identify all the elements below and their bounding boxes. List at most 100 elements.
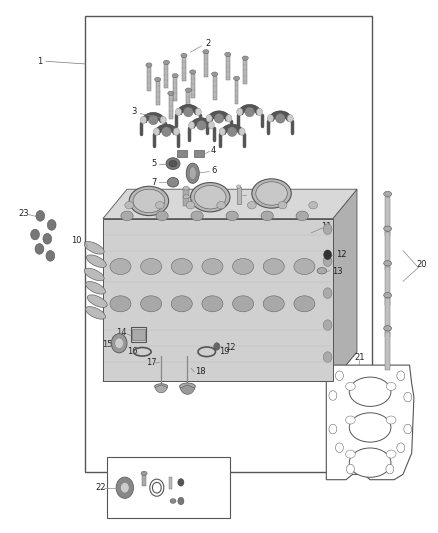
Circle shape bbox=[329, 391, 337, 400]
Ellipse shape bbox=[185, 88, 191, 92]
Bar bbox=[385, 197, 390, 236]
Ellipse shape bbox=[194, 185, 226, 209]
Ellipse shape bbox=[384, 293, 392, 298]
Circle shape bbox=[257, 108, 262, 116]
Ellipse shape bbox=[294, 296, 315, 312]
Ellipse shape bbox=[225, 52, 231, 56]
Text: 14: 14 bbox=[117, 328, 127, 337]
Ellipse shape bbox=[346, 383, 355, 390]
Text: 6: 6 bbox=[211, 166, 216, 175]
Circle shape bbox=[336, 443, 343, 453]
Circle shape bbox=[35, 244, 44, 254]
Circle shape bbox=[160, 116, 166, 124]
Circle shape bbox=[323, 320, 332, 330]
Ellipse shape bbox=[171, 259, 192, 274]
Bar bbox=[85, 16, 372, 472]
Ellipse shape bbox=[203, 50, 209, 54]
Ellipse shape bbox=[217, 201, 226, 209]
Ellipse shape bbox=[167, 177, 179, 187]
Circle shape bbox=[46, 251, 55, 261]
Ellipse shape bbox=[163, 60, 170, 64]
Ellipse shape bbox=[261, 211, 273, 221]
Ellipse shape bbox=[125, 201, 134, 209]
Circle shape bbox=[214, 343, 220, 350]
Circle shape bbox=[267, 115, 273, 122]
Circle shape bbox=[287, 115, 293, 122]
Ellipse shape bbox=[86, 255, 106, 268]
Text: 7: 7 bbox=[152, 178, 157, 187]
Circle shape bbox=[140, 116, 146, 124]
Ellipse shape bbox=[141, 296, 162, 312]
Ellipse shape bbox=[296, 211, 308, 221]
Polygon shape bbox=[176, 104, 201, 115]
Ellipse shape bbox=[202, 259, 223, 274]
Bar bbox=[237, 187, 241, 204]
Ellipse shape bbox=[190, 70, 196, 74]
Text: 15: 15 bbox=[102, 340, 113, 349]
Circle shape bbox=[175, 108, 181, 116]
Text: 23: 23 bbox=[18, 209, 28, 217]
Bar bbox=[204, 53, 208, 77]
Polygon shape bbox=[189, 118, 214, 128]
Bar bbox=[183, 197, 189, 206]
Ellipse shape bbox=[85, 306, 106, 319]
Circle shape bbox=[329, 424, 337, 434]
Bar bbox=[194, 150, 204, 157]
Circle shape bbox=[195, 108, 201, 116]
Bar bbox=[385, 298, 390, 337]
Ellipse shape bbox=[294, 259, 315, 274]
Ellipse shape bbox=[233, 259, 254, 274]
Wedge shape bbox=[155, 385, 167, 393]
Ellipse shape bbox=[384, 326, 392, 331]
Ellipse shape bbox=[168, 91, 174, 95]
Text: 20: 20 bbox=[417, 261, 427, 269]
Ellipse shape bbox=[384, 261, 392, 266]
Circle shape bbox=[323, 352, 332, 362]
Ellipse shape bbox=[84, 268, 104, 281]
Circle shape bbox=[324, 250, 332, 260]
Bar bbox=[131, 327, 146, 342]
Ellipse shape bbox=[172, 74, 178, 78]
Circle shape bbox=[226, 115, 232, 122]
Ellipse shape bbox=[386, 450, 396, 458]
Ellipse shape bbox=[226, 211, 238, 221]
Bar bbox=[385, 266, 390, 305]
Text: 22: 22 bbox=[95, 483, 106, 492]
Ellipse shape bbox=[186, 201, 195, 209]
Ellipse shape bbox=[129, 186, 169, 215]
Ellipse shape bbox=[227, 127, 237, 136]
Ellipse shape bbox=[183, 187, 189, 190]
Circle shape bbox=[178, 497, 184, 505]
Ellipse shape bbox=[245, 107, 254, 117]
Ellipse shape bbox=[317, 268, 327, 274]
Bar bbox=[182, 57, 186, 81]
Text: 5: 5 bbox=[152, 159, 157, 168]
Ellipse shape bbox=[384, 191, 392, 197]
Polygon shape bbox=[333, 189, 357, 381]
Ellipse shape bbox=[184, 107, 193, 117]
Circle shape bbox=[336, 371, 343, 381]
Ellipse shape bbox=[346, 450, 355, 458]
Ellipse shape bbox=[278, 201, 287, 209]
Ellipse shape bbox=[180, 383, 195, 390]
Text: 11: 11 bbox=[321, 222, 332, 231]
Bar bbox=[147, 67, 151, 91]
Text: 10: 10 bbox=[71, 237, 82, 245]
Ellipse shape bbox=[386, 416, 396, 424]
Text: 12: 12 bbox=[336, 251, 347, 259]
Polygon shape bbox=[154, 124, 179, 134]
Circle shape bbox=[43, 233, 52, 244]
Bar bbox=[187, 92, 190, 116]
Polygon shape bbox=[103, 219, 333, 381]
Text: 17: 17 bbox=[146, 358, 156, 367]
Ellipse shape bbox=[186, 163, 199, 183]
Polygon shape bbox=[237, 104, 261, 115]
Ellipse shape bbox=[87, 295, 107, 308]
Text: 18: 18 bbox=[195, 367, 205, 376]
Circle shape bbox=[323, 288, 332, 298]
Bar bbox=[235, 80, 239, 104]
Ellipse shape bbox=[233, 296, 254, 312]
Ellipse shape bbox=[191, 182, 230, 212]
Ellipse shape bbox=[148, 115, 158, 125]
Ellipse shape bbox=[256, 182, 287, 205]
